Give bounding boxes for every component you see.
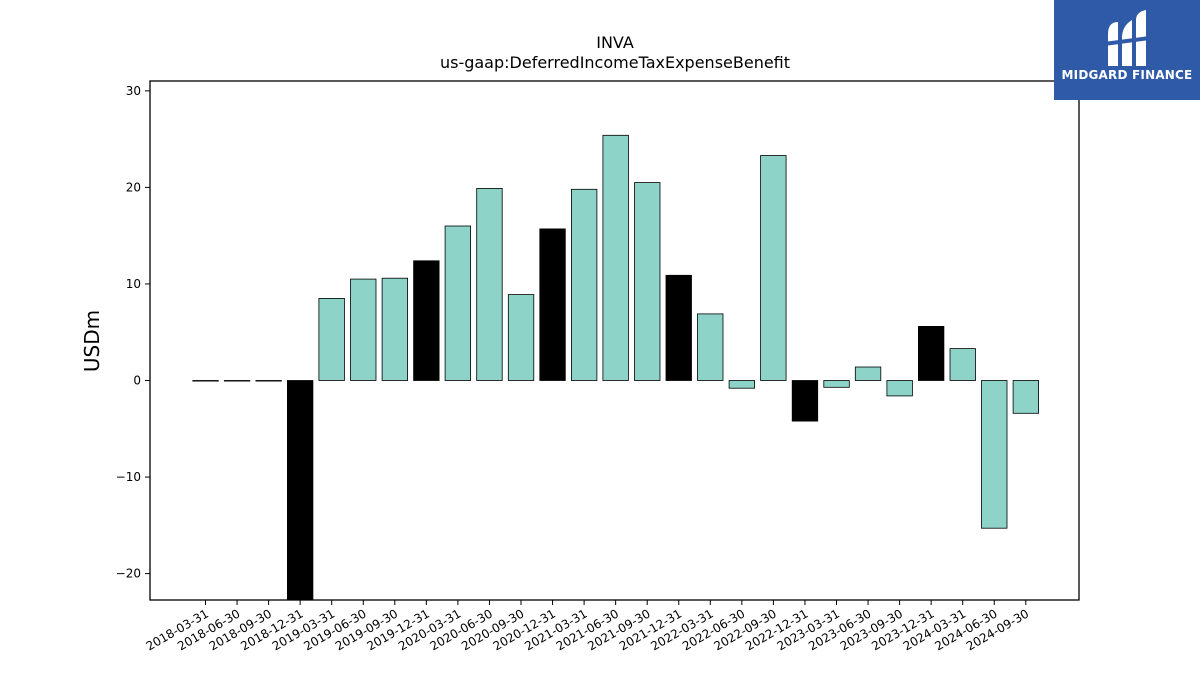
y-tick-label: 0: [133, 374, 141, 388]
bar-2021-12-31: [665, 274, 692, 381]
bar-2023-09-30: [886, 380, 913, 397]
y-tick-label: 20: [126, 180, 141, 194]
bar-2022-12-31: [791, 380, 819, 422]
x-axis: 2018-03-312018-06-302018-09-302018-12-31…: [144, 600, 1031, 653]
midgard-finance-logo: MIDGARD FINANCE: [1054, 0, 1200, 100]
chart-title: INVA: [596, 33, 634, 52]
bar-2021-09-30: [634, 182, 661, 381]
bar-2022-03-31: [697, 313, 724, 381]
bar-2018-03-31: [192, 380, 219, 382]
bar-2021-03-31: [571, 188, 598, 381]
chart-subtitle: us-gaap:DeferredIncomeTaxExpenseBenefit: [440, 53, 790, 72]
bar-2020-03-31: [444, 225, 472, 381]
y-tick-label: 10: [126, 277, 141, 291]
bar-2018-06-30: [223, 380, 251, 382]
bar-2023-03-31: [823, 380, 850, 388]
bar-2019-03-31: [318, 297, 345, 381]
midgard-logo-icon: [1103, 10, 1151, 66]
bar-2019-09-30: [381, 277, 409, 381]
bars-group: [192, 134, 1039, 601]
bar-2018-09-30: [255, 380, 282, 382]
bar-2019-06-30: [350, 278, 377, 381]
y-axis-label: USDm: [80, 310, 104, 372]
logo-text: MIDGARD FINANCE: [1061, 68, 1193, 82]
bar-2020-06-30: [476, 187, 503, 381]
plot-frame: [149, 80, 1080, 601]
y-axis: −20 −10 0 10 20 30: [116, 84, 150, 581]
bar-2024-03-31: [949, 348, 976, 381]
bar-2023-12-31: [918, 325, 945, 381]
bar-2024-06-30: [981, 380, 1008, 529]
bar-2022-06-30: [728, 380, 755, 389]
bar-2021-06-30: [602, 134, 629, 381]
bar-2022-09-30: [760, 155, 787, 381]
y-tick-label: −10: [116, 470, 141, 484]
y-tick-label: 30: [126, 84, 141, 98]
bar-2020-09-30: [507, 294, 535, 381]
bar-2018-12-31: [286, 380, 314, 601]
bar-2019-12-31: [413, 260, 440, 381]
bar-2020-12-31: [539, 228, 566, 381]
bar-2024-09-30: [1012, 380, 1039, 414]
bar-2023-06-30: [854, 366, 882, 381]
y-tick-label: −20: [116, 567, 141, 581]
